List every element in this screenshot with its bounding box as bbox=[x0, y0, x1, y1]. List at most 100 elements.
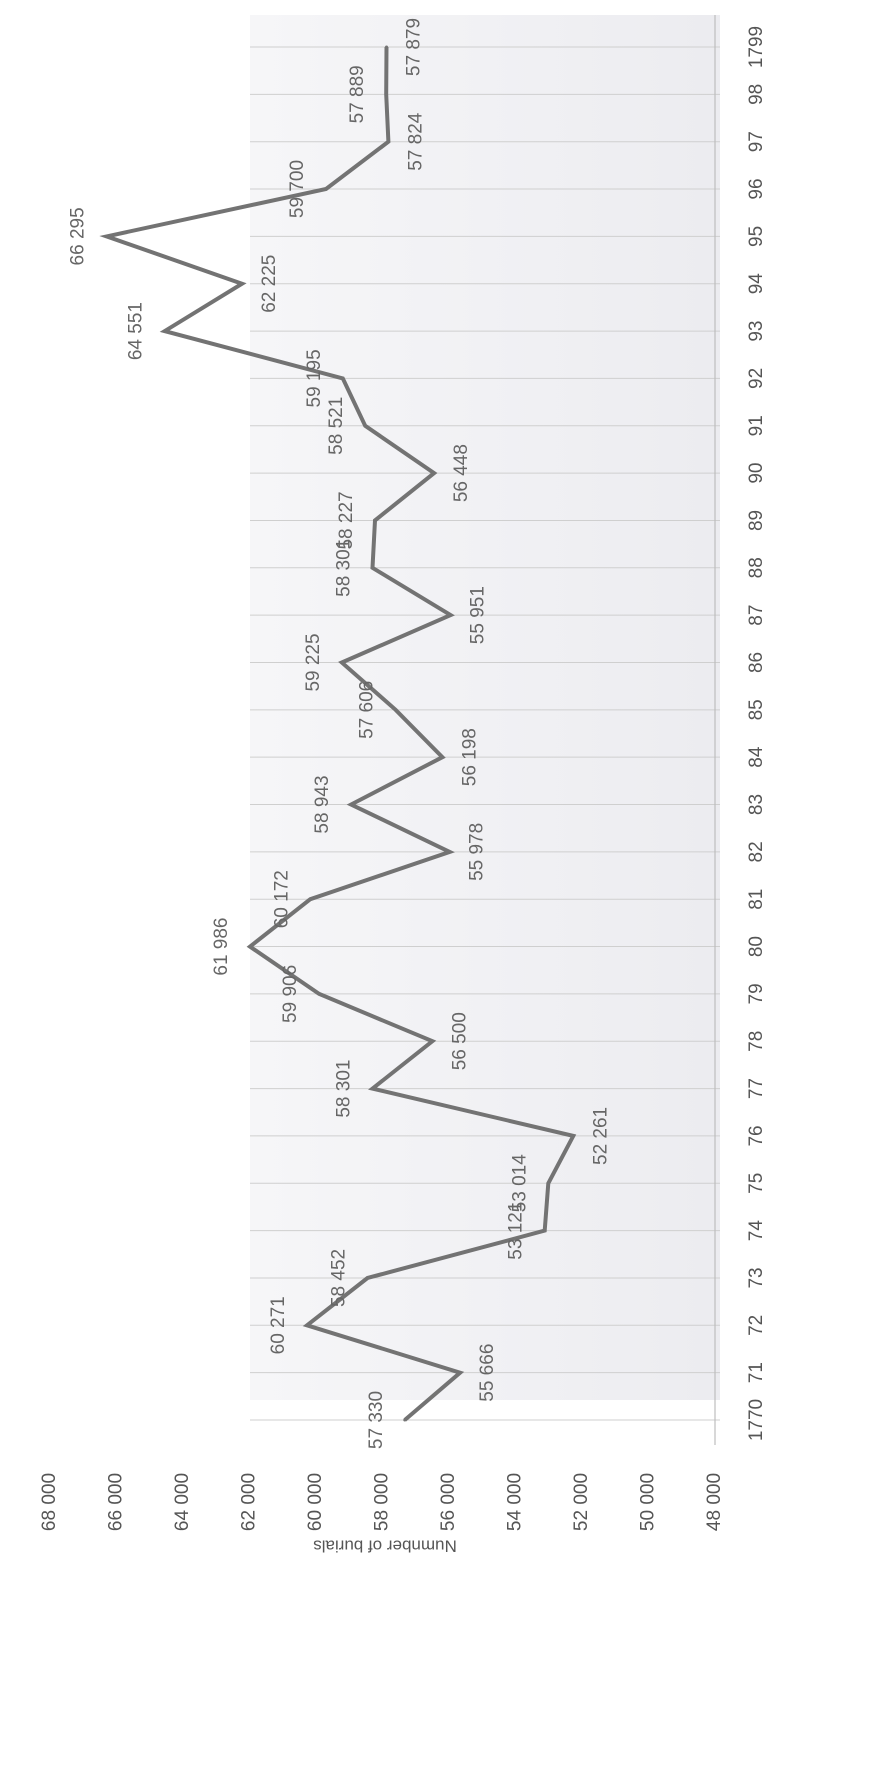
data-label: 58 943 bbox=[312, 775, 333, 833]
data-label: 57 879 bbox=[404, 18, 425, 76]
data-label: 57 330 bbox=[366, 1391, 387, 1449]
value-tick-label: 50 000 bbox=[638, 1473, 659, 1531]
data-point bbox=[432, 471, 436, 475]
data-point bbox=[308, 897, 312, 901]
year-tick-label: 81 bbox=[746, 889, 767, 910]
year-tick-label: 80 bbox=[746, 936, 767, 957]
year-tick-label: 1770 bbox=[746, 1399, 767, 1441]
data-point bbox=[105, 234, 109, 238]
data-label: 53 014 bbox=[509, 1154, 530, 1213]
value-tick-label: 68 000 bbox=[39, 1473, 60, 1531]
data-point bbox=[440, 755, 444, 759]
year-tick-label: 71 bbox=[746, 1362, 767, 1383]
data-label: 60 172 bbox=[271, 870, 292, 928]
year-tick-label: 93 bbox=[746, 320, 767, 341]
data-point bbox=[373, 518, 377, 522]
data-label: 55 951 bbox=[468, 586, 489, 644]
year-tick-label: 89 bbox=[746, 510, 767, 531]
data-point bbox=[546, 1181, 550, 1185]
data-point bbox=[448, 850, 452, 854]
year-tick-label: 95 bbox=[746, 226, 767, 247]
data-point bbox=[386, 140, 390, 144]
axis-title: Numnber of burials bbox=[313, 1537, 457, 1556]
series-line bbox=[99, 45, 577, 1422]
data-label: 52 261 bbox=[590, 1107, 611, 1165]
value-tick-label: 52 000 bbox=[571, 1473, 592, 1531]
year-tick-label: 97 bbox=[746, 131, 767, 152]
value-axis-tick-labels: 48 000 50 000 52 000 54 000 56 000 58 000 60 0… bbox=[39, 1473, 725, 1531]
year-tick-label: 78 bbox=[746, 1031, 767, 1052]
year-tick-label: 87 bbox=[746, 605, 767, 626]
data-label: 56 198 bbox=[459, 728, 480, 786]
year-tick-label: 83 bbox=[746, 794, 767, 815]
value-tick-label: 58 000 bbox=[372, 1473, 393, 1531]
value-tick-label: 48 000 bbox=[704, 1473, 725, 1531]
year-tick-label: 85 bbox=[746, 699, 767, 720]
data-label: 58 301 bbox=[334, 1060, 355, 1118]
year-tick-label: 72 bbox=[746, 1315, 767, 1336]
data-label: 55 666 bbox=[477, 1344, 498, 1402]
value-tick-label: 66 000 bbox=[106, 1473, 127, 1531]
year-tick-label: 98 bbox=[746, 84, 767, 105]
year-tick-label: 91 bbox=[746, 415, 767, 436]
data-point bbox=[571, 1134, 575, 1138]
value-tick-label: 54 000 bbox=[505, 1473, 526, 1531]
data-label: 56 448 bbox=[451, 444, 472, 502]
data-label: 55 978 bbox=[467, 823, 488, 881]
data-point bbox=[363, 424, 367, 428]
data-label: 64 551 bbox=[126, 302, 147, 360]
year-axis-tick-labels: 1770 71 72 73 74 75 76 77 78 79 80 81 82 83 84 85 86 87 88… bbox=[746, 26, 767, 1441]
year-tick-label: 73 bbox=[746, 1267, 767, 1288]
data-point bbox=[240, 282, 244, 286]
data-point bbox=[317, 992, 321, 996]
year-tick-label: 74 bbox=[746, 1220, 767, 1242]
data-label: 58 521 bbox=[326, 397, 347, 455]
data-point bbox=[449, 613, 453, 617]
data-point bbox=[394, 708, 398, 712]
data-point bbox=[430, 1039, 434, 1043]
value-tick-label: 62 000 bbox=[239, 1473, 260, 1531]
year-tick-label: 92 bbox=[746, 368, 767, 389]
data-point bbox=[163, 329, 167, 333]
data-point bbox=[365, 1276, 369, 1280]
data-label: 60 271 bbox=[268, 1296, 289, 1354]
year-tick-label: 75 bbox=[746, 1173, 767, 1194]
data-label: 57 606 bbox=[357, 681, 378, 739]
data-point bbox=[248, 945, 252, 949]
data-point bbox=[324, 187, 328, 191]
data-point bbox=[384, 92, 388, 96]
data-label: 57 889 bbox=[347, 65, 368, 123]
data-label: 58 227 bbox=[336, 491, 357, 549]
data-label: 58 452 bbox=[328, 1249, 349, 1307]
data-label: 59 906 bbox=[280, 965, 301, 1023]
year-tick-label: 82 bbox=[746, 841, 767, 862]
data-label: 59 700 bbox=[287, 160, 308, 218]
value-tick-label: 56 000 bbox=[438, 1473, 459, 1531]
plot-background bbox=[250, 15, 720, 1400]
data-label: 59 225 bbox=[303, 633, 324, 691]
data-point bbox=[370, 566, 374, 570]
data-point bbox=[305, 1323, 309, 1327]
data-point bbox=[458, 1371, 462, 1375]
year-tick-label: 76 bbox=[746, 1125, 767, 1146]
year-tick-label: 77 bbox=[746, 1078, 767, 1099]
value-tick-label: 60 000 bbox=[305, 1473, 326, 1531]
year-tick-label: 86 bbox=[746, 652, 767, 673]
data-point bbox=[349, 803, 353, 807]
year-tick-label: 94 bbox=[746, 273, 767, 295]
data-label: 57 824 bbox=[405, 112, 426, 171]
grid-lines bbox=[250, 46, 720, 1421]
data-label: 62 225 bbox=[259, 255, 280, 313]
year-tick-label: 96 bbox=[746, 178, 767, 199]
data-point bbox=[341, 376, 345, 380]
data-label: 66 295 bbox=[68, 207, 89, 265]
data-label: 61 986 bbox=[211, 917, 232, 975]
data-point bbox=[385, 45, 389, 49]
data-point bbox=[543, 1229, 547, 1233]
year-tick-label: 84 bbox=[746, 746, 767, 768]
year-tick-label: 1799 bbox=[746, 26, 767, 68]
value-tick-label: 64 000 bbox=[172, 1473, 193, 1531]
data-label: 56 500 bbox=[449, 1012, 470, 1070]
